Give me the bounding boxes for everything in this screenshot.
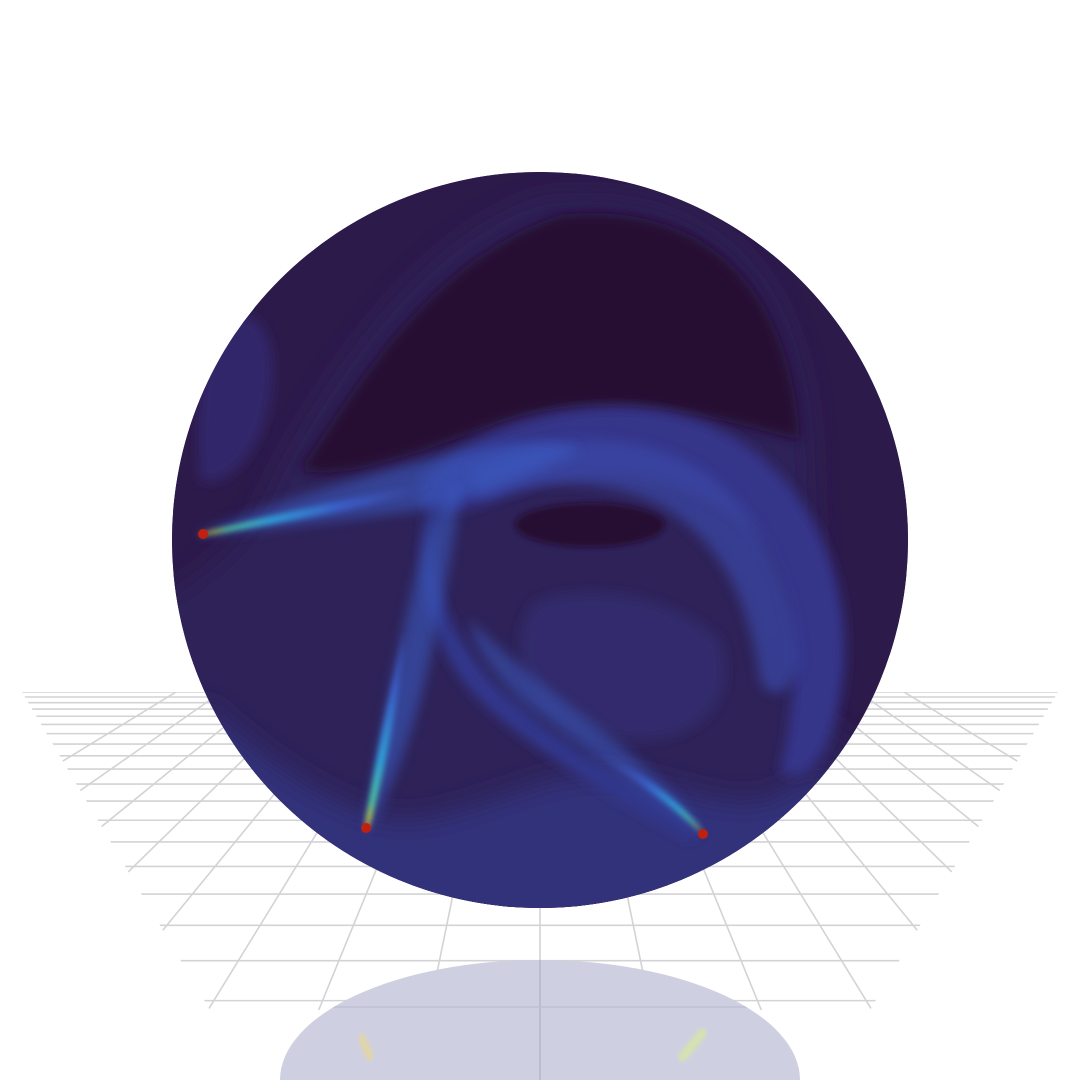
grid-line	[22, 692, 268, 1010]
simulation-disc	[172, 172, 908, 908]
grid-line	[903, 692, 1058, 1010]
jet-plumes	[198, 442, 708, 839]
grid-line	[22, 692, 177, 1010]
right-jet	[470, 620, 708, 839]
grid-line	[857, 692, 1058, 1010]
bottom-jet	[361, 485, 460, 833]
left-jet	[198, 442, 580, 539]
grid-line	[812, 692, 1058, 1010]
grid-line	[22, 692, 223, 1010]
floor-reflection	[280, 960, 800, 1080]
